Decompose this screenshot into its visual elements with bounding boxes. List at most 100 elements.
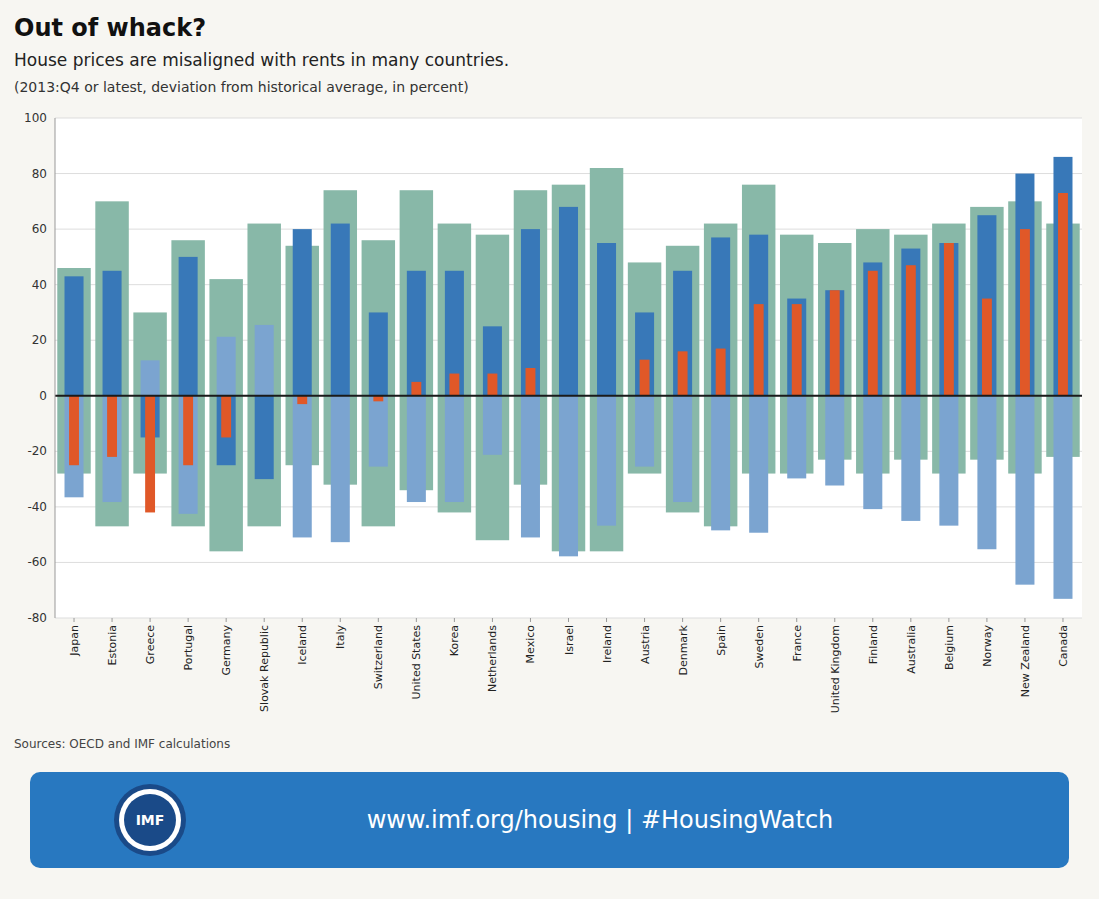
- x-tick-label: New Zealand: [1019, 625, 1032, 697]
- bars: [57, 157, 1079, 599]
- bar: [640, 360, 650, 396]
- y-tick-label: 40: [32, 278, 47, 292]
- x-tick-label: Japan: [68, 625, 81, 657]
- y-tick-label: -40: [27, 500, 47, 514]
- bar: [407, 271, 426, 396]
- bar: [487, 374, 497, 396]
- bar: [255, 325, 274, 396]
- bar: [483, 326, 502, 395]
- bar: [787, 299, 806, 396]
- x-tick-label: Ireland: [601, 625, 614, 663]
- x-tick: [720, 618, 721, 622]
- x-tick: [340, 618, 341, 622]
- x-tick-label: United States: [410, 625, 423, 700]
- x-tick-label: Israel: [563, 625, 576, 655]
- grid-line: [55, 173, 1082, 174]
- x-tick: [834, 618, 835, 622]
- x-tick-label: Austria: [639, 625, 652, 664]
- bar: [65, 276, 84, 395]
- bar: [476, 235, 509, 396]
- bar: [704, 224, 737, 396]
- bar: [171, 240, 204, 396]
- bar: [673, 271, 692, 396]
- bar: [863, 262, 882, 395]
- bar: [1053, 157, 1072, 396]
- bar: [1015, 174, 1034, 396]
- x-tick-label: Switzerland: [372, 625, 385, 689]
- bar: [597, 243, 616, 396]
- y-tick-label: -80: [27, 611, 47, 625]
- bar: [331, 396, 350, 542]
- bar: [1020, 229, 1030, 396]
- bar: [780, 235, 813, 396]
- bar: [559, 396, 578, 557]
- bar: [977, 215, 996, 396]
- bar: [521, 396, 540, 538]
- series: [65, 325, 1073, 599]
- bar: [1058, 193, 1068, 396]
- bar: [825, 396, 844, 486]
- x-tick: [872, 618, 873, 622]
- series: [69, 193, 1068, 512]
- bar: [57, 396, 90, 474]
- bar: [95, 201, 128, 395]
- x-tick-label: United Kingdom: [829, 625, 842, 713]
- bar: [906, 265, 916, 396]
- bar: [179, 396, 198, 514]
- subtitle-note: (2013:Q4 or latest, deviation from histo…: [14, 79, 469, 95]
- bar: [818, 243, 851, 396]
- bar: [856, 229, 889, 396]
- bar: [666, 396, 699, 513]
- bar: [438, 396, 471, 513]
- bar: [590, 168, 623, 396]
- bar: [255, 396, 274, 479]
- bar: [894, 235, 927, 396]
- bar: [825, 290, 844, 396]
- x-tick: [416, 618, 417, 622]
- bar: [362, 240, 395, 396]
- bar: [830, 290, 840, 396]
- bar: [217, 337, 236, 396]
- bar: [939, 396, 958, 526]
- bar: [369, 312, 388, 395]
- bar: [1053, 396, 1072, 599]
- x-tick: [378, 618, 379, 622]
- footer-text: www.imf.org/housing | #HousingWatch: [367, 806, 834, 834]
- bar: [483, 396, 502, 455]
- bar: [673, 396, 692, 502]
- bar: [749, 396, 768, 533]
- bar: [179, 257, 198, 396]
- x-tick: [74, 618, 75, 622]
- bar: [438, 224, 471, 396]
- x-tick-label: Canada: [1057, 625, 1070, 667]
- x-tick: [606, 618, 607, 622]
- bar: [711, 237, 730, 395]
- x-tick: [530, 618, 531, 622]
- x-tick: [758, 618, 759, 622]
- bar: [628, 396, 661, 474]
- bar: [932, 224, 965, 396]
- x-tick: [264, 618, 265, 622]
- bar: [977, 396, 996, 549]
- x-tick: [1062, 618, 1063, 622]
- x-tick-label: Iceland: [296, 625, 309, 665]
- bar: [552, 185, 585, 396]
- bar: [221, 396, 231, 438]
- zero-line: [55, 395, 1082, 397]
- x-tick-label: Australia: [905, 625, 918, 674]
- bar: [209, 396, 242, 552]
- title: Out of whack?: [14, 14, 206, 42]
- subtitle: House prices are misaligned with rents i…: [14, 50, 509, 70]
- bar: [209, 279, 242, 396]
- bar: [597, 396, 616, 526]
- x-tick-label: France: [791, 625, 804, 662]
- x-tick: [910, 618, 911, 622]
- bar: [400, 190, 433, 396]
- x-tick-label: Netherlands: [486, 625, 499, 692]
- x-tick: [492, 618, 493, 622]
- y-axis-line: [55, 118, 56, 618]
- bar: [133, 312, 166, 395]
- bar: [362, 396, 395, 527]
- y-tick-label: 80: [32, 167, 47, 181]
- source: Sources: OECD and IMF calculations: [14, 737, 230, 751]
